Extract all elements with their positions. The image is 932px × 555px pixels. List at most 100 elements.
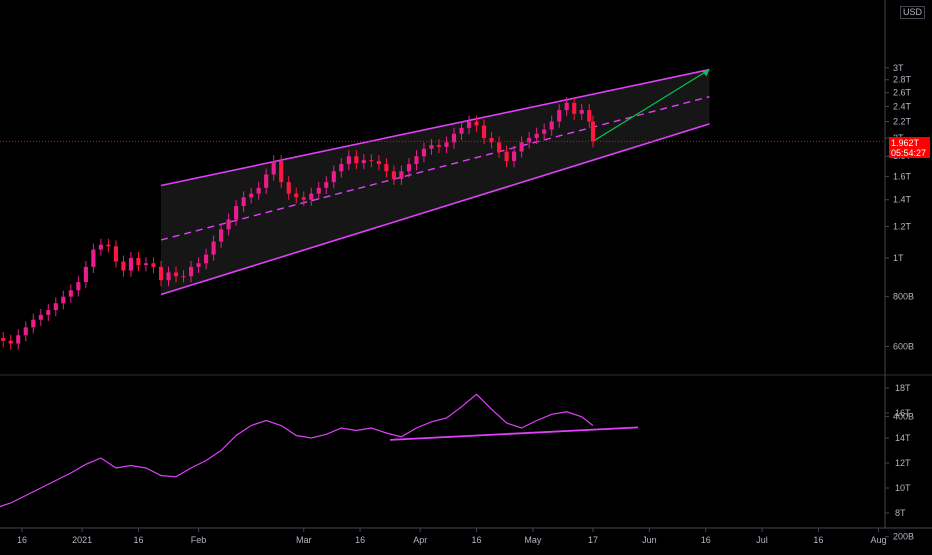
last-price-tag: 1.962T 05:54:27 (889, 137, 930, 158)
candle-body (294, 193, 299, 198)
candle-body (188, 266, 194, 277)
price-tick-label: 200B (893, 532, 914, 542)
time-tick-label: 16 (133, 535, 143, 545)
price-tick-label: 3T (893, 63, 904, 73)
candle-body (587, 110, 592, 122)
price-tick-label: 1.2T (893, 221, 912, 231)
candle-body (279, 161, 284, 183)
candle-body (16, 335, 21, 344)
candle-body (106, 244, 111, 247)
candle-body (46, 310, 51, 315)
candle-body (399, 171, 404, 179)
candle-body (549, 121, 554, 130)
candle-body (309, 193, 314, 200)
price-tick-label: 1T (893, 253, 904, 263)
candle-body (151, 263, 156, 267)
indicator-tick-label: 16T (895, 408, 911, 418)
price-tick-label: 2.4T (893, 101, 912, 111)
time-tick-label: Feb (191, 535, 207, 545)
indicator-tick-label: 8T (895, 508, 906, 518)
candle-body (384, 164, 389, 172)
time-axis[interactable]: 16 2021 16 Feb Mar 16 Apr 16 May 17 Jun 16 Jul 16 Aug (17, 528, 887, 545)
candle-body (474, 121, 479, 126)
candle-body (346, 156, 351, 165)
candle-body (376, 161, 381, 165)
candle-body (271, 161, 276, 175)
candle-body (98, 244, 103, 250)
indicator-tick-label: 12T (895, 458, 911, 468)
bar-countdown: 05:54:27 (891, 148, 927, 158)
candle-body (406, 164, 411, 172)
candle-body (83, 266, 88, 283)
candle-body (481, 125, 487, 138)
candle-body (542, 129, 547, 134)
time-tick-label: 16 (355, 535, 365, 545)
candle-body (489, 138, 494, 143)
currency-text: USD (903, 7, 923, 17)
price-tick-label: 2.2T (893, 116, 912, 126)
candle-body (68, 290, 73, 297)
candle-body (204, 254, 209, 264)
candle-body (286, 182, 291, 194)
time-tick-label: 16 (701, 535, 711, 545)
candle-body (211, 241, 216, 255)
currency-label[interactable]: USD (900, 6, 926, 19)
candle-body (76, 282, 81, 291)
candle-body (23, 327, 28, 336)
indicator-tick-label: 14T (895, 433, 911, 443)
time-tick-label: Jun (642, 535, 657, 545)
time-tick-label: 16 (17, 535, 27, 545)
projection-arrowhead (702, 69, 710, 77)
candle-body (173, 272, 179, 277)
candle-body (451, 133, 457, 143)
candle-body (226, 219, 231, 230)
time-tick-label: 16 (813, 535, 823, 545)
candle-body (444, 142, 449, 147)
candle-body (121, 261, 126, 271)
chart-grid (0, 0, 932, 529)
time-tick-label: 16 (472, 535, 482, 545)
indicator-tick-label: 18T (895, 383, 911, 393)
time-tick-label: May (524, 535, 542, 545)
candle-body (590, 121, 596, 142)
candle-body (572, 102, 577, 114)
candle-body (459, 127, 464, 134)
candle-body (557, 110, 562, 122)
candle-body (339, 164, 344, 172)
indicator-trendline (390, 426, 639, 441)
candle-body (31, 319, 36, 328)
price-tick-label: 1.4T (893, 195, 912, 205)
price-tick-label: 400B (893, 412, 914, 422)
candle-body (1, 337, 6, 341)
indicator-pane (0, 393, 639, 508)
indicator-tick-label: 10T (895, 483, 911, 493)
candle-body (527, 138, 532, 143)
candle-body (128, 258, 134, 271)
candle-body (331, 171, 336, 183)
candle-body (429, 145, 434, 149)
candle-body (53, 303, 58, 311)
channel-median-line (160, 96, 710, 241)
indicator-line (0, 393, 594, 508)
candle-body (504, 151, 509, 162)
candle-body (316, 187, 321, 194)
time-tick-label: 2021 (72, 535, 92, 545)
candle-body (38, 314, 43, 320)
candle-body (249, 193, 254, 198)
candle-body (8, 340, 13, 344)
candle-body (136, 258, 141, 266)
projection-line (592, 69, 710, 142)
candle-body (512, 151, 517, 162)
candle-body (234, 206, 239, 220)
candle-body (324, 182, 329, 188)
time-tick-label: Jul (756, 535, 768, 545)
candle-body (436, 145, 442, 147)
candle-body (113, 246, 118, 262)
price-tick-label: 1.6T (893, 172, 912, 182)
candle-body (256, 187, 261, 194)
candle-body (361, 160, 366, 164)
price-axis[interactable]: 3T2.8T2.6T2.4T2.2T2T1.8T1.6T1.4T1.2T1T80… (885, 63, 914, 542)
parallel-channel[interactable] (160, 68, 710, 296)
